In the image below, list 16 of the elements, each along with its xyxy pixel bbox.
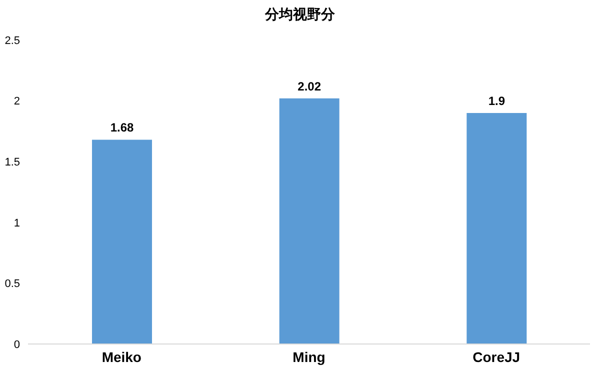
y-tick-label: 1.5 (4, 156, 20, 169)
x-tick-label: CoreJJ (472, 348, 520, 365)
y-tick-label: 2.5 (4, 34, 20, 47)
data-label: 1.9 (488, 94, 506, 108)
bar (92, 140, 152, 344)
data-label: 1.68 (110, 120, 134, 135)
y-tick-label: 2 (14, 96, 20, 108)
y-tick-label: 0 (14, 338, 20, 351)
bar (466, 112, 527, 344)
data-label: 2.02 (298, 79, 322, 94)
y-tick-label: 0.5 (4, 278, 20, 290)
x-tick-label: Meiko (102, 348, 142, 365)
bar (279, 98, 340, 344)
x-tick-label: Ming (292, 348, 326, 365)
y-tick-label: 1 (14, 217, 20, 230)
chart-title: 分均视野分 (264, 6, 336, 24)
